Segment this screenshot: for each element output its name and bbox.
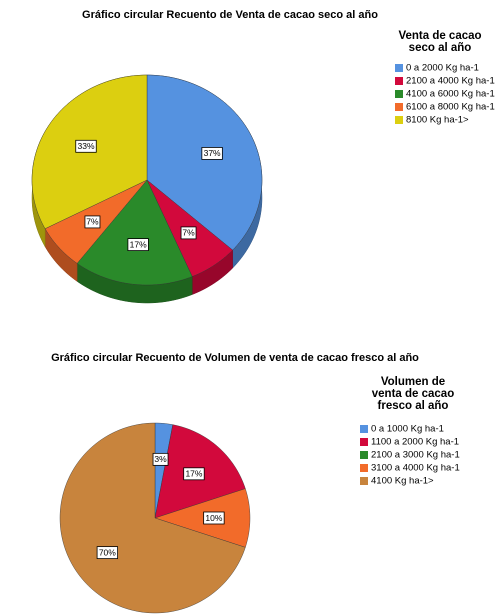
value-label: 17% — [130, 239, 147, 249]
legend-label: 2100 a 4000 Kg ha-1 — [406, 76, 495, 87]
value-label-box — [180, 226, 197, 240]
legend-label: 6100 a 8000 Kg ha-1 — [406, 102, 495, 113]
slice — [146, 74, 263, 251]
value-label: 7% — [182, 228, 195, 238]
legend-swatch — [395, 90, 403, 98]
chart-title: Gráfico circular Recuento de Venta de ca… — [82, 9, 378, 21]
value-label-box — [75, 139, 97, 153]
slice — [76, 179, 193, 286]
legend-swatch — [395, 77, 403, 85]
slice — [154, 488, 251, 548]
legend-label: 4100 a 6000 Kg ha-1 — [406, 89, 495, 100]
legend-title: Volumen de — [381, 376, 445, 388]
legend-swatch — [395, 116, 403, 124]
legend-label: 8100 Kg ha-1> — [406, 115, 469, 126]
value-label-box — [201, 147, 223, 160]
value-label: 17% — [185, 469, 202, 479]
value-label-box — [203, 511, 225, 525]
legend-swatch — [395, 64, 403, 72]
legend-swatch — [360, 451, 368, 459]
value-label: 70% — [99, 547, 116, 557]
value-label: 10% — [205, 513, 222, 523]
slice — [59, 422, 246, 614]
legend-label: 3100 a 4000 Kg ha-1 — [371, 463, 460, 474]
legend-title: venta de cacao — [372, 388, 454, 400]
legend-title: Venta de cacao — [398, 30, 481, 42]
value-label-box — [96, 546, 118, 560]
legend-swatch — [360, 438, 368, 446]
value-label-box — [127, 238, 149, 251]
chart-title: Gráfico circular Recuento de Volumen de … — [51, 352, 419, 364]
legend-title: fresco al año — [378, 400, 449, 412]
legend-label: 4100 Kg ha-1> — [371, 476, 434, 487]
legend-swatch — [360, 425, 368, 433]
legend-swatch — [360, 477, 368, 485]
legend-swatch — [395, 103, 403, 111]
legend-label: 1100 a 2000 Kg ha-1 — [371, 437, 459, 448]
value-label: 7% — [86, 217, 99, 227]
value-label: 37% — [204, 148, 221, 158]
value-label-box — [84, 215, 101, 229]
legend-label: 0 a 1000 Kg ha-1 — [371, 424, 444, 435]
legend-label: 0 a 2000 Kg ha-1 — [406, 63, 479, 74]
value-label: 33% — [77, 141, 94, 151]
legend-swatch — [360, 464, 368, 472]
value-label-box — [152, 452, 169, 466]
legend-title: seco al año — [409, 42, 472, 54]
legend-label: 2100 a 3000 Kg ha-1 — [371, 450, 460, 461]
value-label-box — [183, 467, 205, 481]
value-label: 3% — [154, 454, 167, 464]
